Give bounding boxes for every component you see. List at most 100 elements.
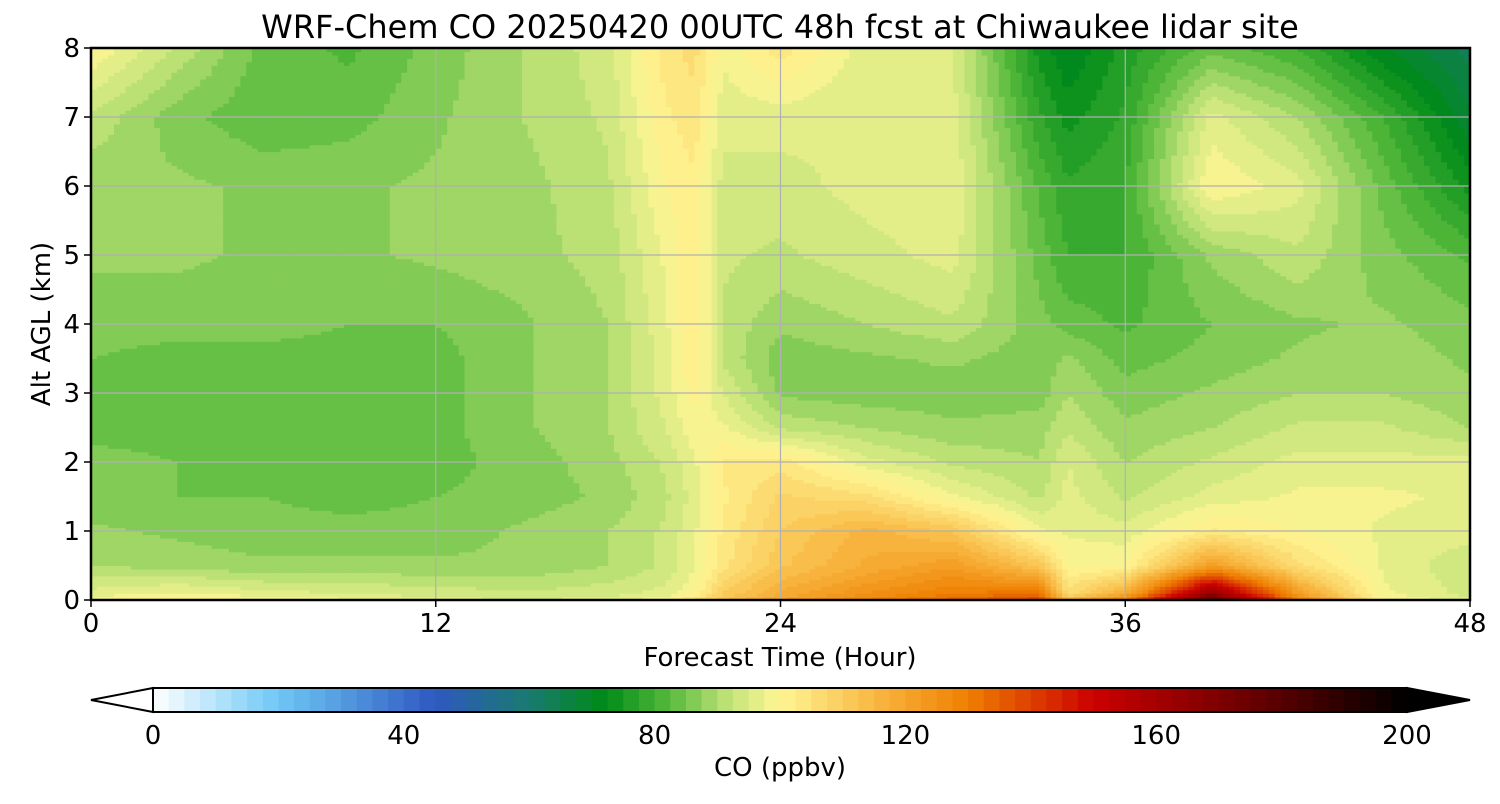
field-cell bbox=[401, 527, 408, 532]
field-cell bbox=[498, 593, 506, 598]
field-cell bbox=[1280, 555, 1287, 560]
field-cell bbox=[96, 548, 104, 553]
field-cell bbox=[1441, 568, 1448, 573]
field-cell bbox=[1079, 579, 1086, 584]
field-cell bbox=[1424, 558, 1431, 563]
field-cell bbox=[378, 572, 385, 577]
field-cell bbox=[361, 579, 368, 584]
field-cell bbox=[366, 548, 374, 553]
field-cell bbox=[177, 586, 184, 591]
field-cell bbox=[608, 537, 615, 542]
field-cell bbox=[303, 531, 310, 536]
field-cell bbox=[843, 572, 851, 577]
field-cell bbox=[883, 582, 891, 587]
field-cell bbox=[797, 579, 805, 584]
field-cell bbox=[906, 565, 914, 570]
field-cell bbox=[102, 548, 109, 553]
field-cell bbox=[1360, 586, 1368, 591]
field-cell bbox=[935, 582, 942, 587]
field-cell bbox=[998, 534, 1006, 539]
field-cell bbox=[274, 548, 282, 553]
field-cell bbox=[941, 579, 948, 584]
field-cell bbox=[1280, 562, 1287, 567]
field-cell bbox=[458, 544, 466, 549]
field-cell bbox=[1113, 531, 1121, 536]
field-cell bbox=[774, 596, 782, 601]
field-cell bbox=[286, 558, 293, 563]
field-cell bbox=[671, 589, 678, 594]
field-cell bbox=[1286, 555, 1293, 560]
field-cell bbox=[970, 596, 977, 601]
field-cell bbox=[952, 593, 960, 598]
field-cell bbox=[1044, 582, 1052, 587]
field-cell bbox=[1033, 579, 1040, 584]
field-cell bbox=[872, 565, 879, 570]
field-cell bbox=[1199, 555, 1207, 560]
field-cell bbox=[263, 551, 270, 556]
field-cell bbox=[194, 541, 201, 546]
field-cell bbox=[631, 568, 638, 573]
field-cell bbox=[837, 582, 845, 587]
field-cell bbox=[878, 579, 885, 584]
field-cell bbox=[619, 568, 626, 573]
field-cell bbox=[1131, 596, 1138, 601]
field-cell bbox=[1286, 544, 1293, 549]
field-cell bbox=[1211, 544, 1218, 549]
field-cell bbox=[1332, 586, 1339, 591]
field-cell bbox=[918, 568, 925, 573]
field-cell bbox=[901, 555, 908, 560]
field-cell bbox=[1033, 586, 1040, 591]
field-cell bbox=[608, 527, 615, 532]
field-cell bbox=[125, 565, 132, 570]
field-cell bbox=[154, 551, 161, 556]
field-cell bbox=[384, 568, 391, 573]
field-cell bbox=[1389, 575, 1396, 580]
field-cell bbox=[1050, 551, 1057, 556]
field-cell bbox=[1039, 568, 1046, 573]
field-cell bbox=[1332, 596, 1339, 601]
field-cell bbox=[814, 537, 822, 542]
field-cell bbox=[539, 534, 546, 539]
field-cell bbox=[613, 558, 621, 563]
field-cell bbox=[688, 548, 695, 553]
field-cell bbox=[585, 551, 592, 556]
field-cell bbox=[1056, 548, 1063, 553]
field-cell bbox=[378, 537, 385, 542]
field-cell bbox=[746, 593, 753, 598]
field-cell bbox=[407, 537, 414, 542]
field-cell bbox=[315, 541, 322, 546]
field-cell bbox=[648, 544, 655, 549]
field-cell bbox=[119, 527, 127, 532]
field-cell bbox=[435, 575, 443, 580]
field-cell bbox=[1056, 531, 1063, 536]
field-cell bbox=[1073, 575, 1080, 580]
field-cell bbox=[860, 575, 868, 580]
field-cell bbox=[234, 586, 241, 591]
field-cell bbox=[648, 568, 655, 573]
field-cell bbox=[452, 558, 460, 563]
field-cell bbox=[286, 544, 293, 549]
field-cell bbox=[780, 568, 787, 573]
field-cell bbox=[832, 596, 839, 601]
field-cell bbox=[1240, 586, 1247, 591]
field-cell bbox=[493, 596, 500, 601]
field-cell bbox=[906, 575, 914, 580]
field-cell bbox=[251, 589, 259, 594]
field-cell bbox=[458, 572, 466, 577]
field-cell bbox=[993, 586, 1000, 591]
field-cell bbox=[1280, 582, 1287, 587]
field-cell bbox=[1102, 551, 1109, 556]
field-cell bbox=[694, 544, 701, 549]
field-cell bbox=[286, 541, 293, 546]
field-cell bbox=[901, 586, 908, 591]
field-cell bbox=[401, 586, 408, 591]
field-cell bbox=[964, 551, 971, 556]
field-cell bbox=[1217, 558, 1224, 563]
field-cell bbox=[843, 537, 851, 542]
field-cell bbox=[211, 555, 219, 560]
field-cell bbox=[1406, 541, 1414, 546]
field-cell bbox=[728, 572, 736, 577]
field-cell bbox=[171, 551, 178, 556]
field-cell bbox=[1452, 534, 1460, 539]
field-cell bbox=[407, 551, 414, 556]
